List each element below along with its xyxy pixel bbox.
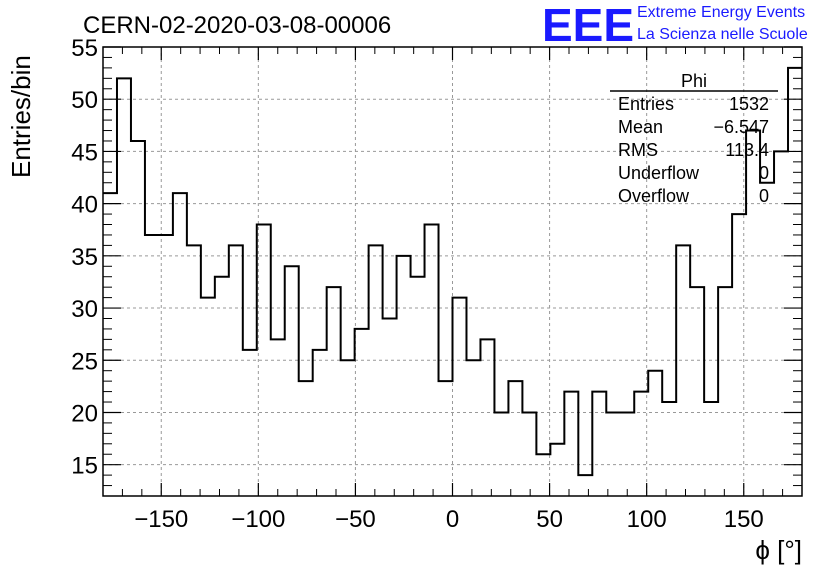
histogram-bin xyxy=(103,193,117,496)
histogram-bin xyxy=(341,360,355,496)
histogram-bin xyxy=(592,392,606,496)
histogram-bin xyxy=(620,412,634,496)
histogram-line xyxy=(103,66,802,477)
histogram-bin xyxy=(159,235,173,496)
x-tick-label: −150 xyxy=(134,506,188,533)
x-tick-label: −100 xyxy=(231,506,285,533)
histogram-series xyxy=(103,66,802,496)
histogram-bin xyxy=(480,339,494,496)
histogram-bin xyxy=(466,360,480,496)
histogram-bin xyxy=(411,277,425,496)
eee-logo: EEE Extreme Energy Events La Scienza nel… xyxy=(542,0,808,51)
histogram-bin xyxy=(215,277,229,496)
histogram-bin xyxy=(788,68,802,496)
histogram-bin xyxy=(704,402,718,496)
stats-value: 1532 xyxy=(729,94,769,114)
y-tick-label: 55 xyxy=(71,35,98,62)
chart-title: CERN-02-2020-03-08-00006 xyxy=(83,12,391,39)
histogram-bin xyxy=(271,339,285,496)
stats-label: Overflow xyxy=(618,186,690,206)
stats-label: RMS xyxy=(618,140,658,160)
histogram-bin xyxy=(145,235,159,496)
histogram-bin xyxy=(494,412,508,496)
stats-label: Underflow xyxy=(618,163,700,183)
histogram-bin xyxy=(648,371,662,496)
histogram-bin xyxy=(634,392,648,496)
histogram-bin xyxy=(439,381,453,496)
histogram-bin xyxy=(606,412,620,496)
histogram-bin xyxy=(173,193,187,496)
logo-line1: Extreme Energy Events xyxy=(637,4,805,21)
stats-value: 113.4 xyxy=(725,140,769,160)
histogram-bin xyxy=(760,183,774,496)
histogram-bin xyxy=(732,214,746,496)
y-tick-label: 50 xyxy=(71,87,98,114)
y-tick-label: 25 xyxy=(71,348,98,375)
histogram-bin xyxy=(676,245,690,496)
histogram-bin xyxy=(285,266,299,496)
histogram-bin xyxy=(508,381,522,496)
histogram-bin xyxy=(662,402,676,496)
histogram-bin xyxy=(718,287,732,496)
histogram-bin xyxy=(383,318,397,496)
stats-box: Phi Entries 1532 Mean −6.547 RMS 113.4 Underfl… xyxy=(610,71,778,206)
stats-value: −6.547 xyxy=(713,117,769,137)
histogram-bin xyxy=(299,381,313,496)
x-tick-label: −50 xyxy=(335,506,376,533)
histogram-bin xyxy=(327,287,341,496)
y-tick-label: 20 xyxy=(71,400,98,427)
histogram-bin xyxy=(313,350,327,496)
x-tick-label: 0 xyxy=(446,506,459,533)
histogram-bin xyxy=(564,392,578,496)
histogram-bin xyxy=(746,131,760,496)
stats-value: 0 xyxy=(759,163,769,183)
y-tick-label: 45 xyxy=(71,139,98,166)
histogram-bin xyxy=(257,225,271,496)
y-tick-label: 35 xyxy=(71,244,98,271)
x-tick-label: 150 xyxy=(724,506,764,533)
histogram-bin xyxy=(536,454,550,496)
x-tick-label: 50 xyxy=(536,506,563,533)
grid-lines xyxy=(103,46,802,496)
histogram-bin xyxy=(425,225,439,496)
stats-label: Mean xyxy=(618,117,663,137)
y-tick-label: 40 xyxy=(71,192,98,219)
histogram-bin xyxy=(369,245,383,496)
stats-title: Phi xyxy=(681,71,707,91)
histogram-bin xyxy=(355,329,369,496)
histogram-bin xyxy=(397,256,411,496)
y-tick-label: 30 xyxy=(71,296,98,323)
histogram-bin xyxy=(690,287,704,496)
histogram-bin xyxy=(453,298,467,496)
histogram-bin xyxy=(229,245,243,496)
histogram-bin xyxy=(578,475,592,496)
histogram-bin xyxy=(550,444,564,496)
y-tick-label: 15 xyxy=(71,453,98,480)
histogram-bin xyxy=(117,78,131,496)
histogram-bin xyxy=(201,298,215,496)
histogram-bin xyxy=(187,245,201,496)
y-axis-title: Entries/bin xyxy=(6,55,36,178)
x-axis-title: ϕ [°] xyxy=(755,535,802,565)
stats-value: 0 xyxy=(759,186,769,206)
histogram-bin xyxy=(131,141,145,496)
logo-mark: EEE xyxy=(542,0,634,51)
logo-line2: La Scienza nelle Scuole xyxy=(637,26,808,43)
stats-label: Entries xyxy=(618,94,674,114)
histogram-bin xyxy=(243,350,257,496)
x-tick-label: 100 xyxy=(627,506,667,533)
axes: −150 −100 −50 0 50 100 150 15 20 25 30 35 40 45 50 55 xyxy=(71,35,803,533)
histogram-bin xyxy=(522,412,536,496)
